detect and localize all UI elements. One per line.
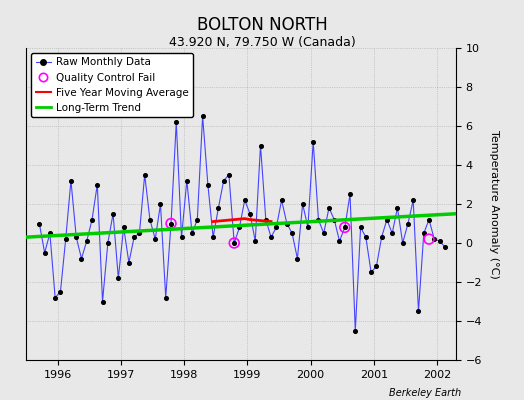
Point bbox=[104, 240, 112, 246]
Point bbox=[393, 205, 401, 211]
Point bbox=[161, 294, 170, 301]
Point bbox=[341, 224, 349, 230]
Point bbox=[230, 240, 238, 246]
Point bbox=[335, 238, 344, 244]
Point bbox=[372, 263, 380, 270]
Point bbox=[256, 142, 265, 149]
Point bbox=[40, 250, 49, 256]
Text: BOLTON NORTH: BOLTON NORTH bbox=[196, 16, 328, 34]
Point bbox=[325, 205, 333, 211]
Point bbox=[351, 328, 359, 334]
Point bbox=[199, 113, 207, 120]
Point bbox=[61, 236, 70, 242]
Point bbox=[114, 275, 123, 281]
Point bbox=[51, 294, 59, 301]
Point bbox=[272, 224, 280, 230]
Point bbox=[398, 240, 407, 246]
Point bbox=[172, 119, 180, 125]
Text: 43.920 N, 79.750 W (Canada): 43.920 N, 79.750 W (Canada) bbox=[169, 36, 355, 49]
Point bbox=[246, 210, 254, 217]
Point bbox=[93, 181, 102, 188]
Point bbox=[88, 216, 96, 223]
Point bbox=[367, 269, 375, 276]
Point bbox=[230, 240, 238, 246]
Point bbox=[151, 236, 159, 242]
Point bbox=[67, 178, 75, 184]
Point bbox=[146, 216, 154, 223]
Point bbox=[135, 230, 144, 236]
Point bbox=[277, 197, 286, 203]
Point bbox=[362, 234, 370, 240]
Point bbox=[293, 255, 302, 262]
Point bbox=[404, 220, 412, 227]
Point bbox=[425, 216, 433, 223]
Point bbox=[56, 288, 64, 295]
Point bbox=[241, 197, 249, 203]
Point bbox=[435, 238, 444, 244]
Point bbox=[346, 191, 354, 198]
Point bbox=[299, 201, 307, 207]
Point bbox=[156, 201, 165, 207]
Point bbox=[83, 238, 91, 244]
Point bbox=[377, 234, 386, 240]
Point bbox=[193, 216, 202, 223]
Point bbox=[409, 197, 418, 203]
Point bbox=[35, 220, 43, 227]
Point bbox=[267, 234, 275, 240]
Point bbox=[220, 178, 228, 184]
Point bbox=[441, 244, 449, 250]
Point bbox=[420, 230, 428, 236]
Point bbox=[99, 298, 107, 305]
Point bbox=[214, 205, 223, 211]
Point bbox=[320, 230, 328, 236]
Legend: Raw Monthly Data, Quality Control Fail, Five Year Moving Average, Long-Term Tren: Raw Monthly Data, Quality Control Fail, … bbox=[31, 53, 193, 117]
Point bbox=[356, 224, 365, 230]
Point bbox=[72, 234, 81, 240]
Point bbox=[204, 181, 212, 188]
Point bbox=[282, 220, 291, 227]
Point bbox=[183, 178, 191, 184]
Point bbox=[383, 216, 391, 223]
Point bbox=[330, 216, 339, 223]
Point bbox=[119, 224, 128, 230]
Y-axis label: Temperature Anomaly (°C): Temperature Anomaly (°C) bbox=[489, 130, 499, 278]
Point bbox=[130, 234, 138, 240]
Point bbox=[304, 224, 312, 230]
Point bbox=[167, 220, 175, 227]
Point bbox=[251, 238, 259, 244]
Point bbox=[46, 230, 54, 236]
Point bbox=[430, 236, 439, 242]
Point bbox=[188, 230, 196, 236]
Point bbox=[288, 230, 296, 236]
Point bbox=[425, 236, 433, 242]
Point bbox=[78, 255, 86, 262]
Point bbox=[388, 230, 396, 236]
Point bbox=[341, 224, 349, 230]
Point bbox=[261, 216, 270, 223]
Point bbox=[109, 210, 117, 217]
Point bbox=[314, 216, 323, 223]
Point bbox=[209, 234, 217, 240]
Point bbox=[414, 308, 423, 314]
Point bbox=[167, 220, 175, 227]
Point bbox=[177, 234, 185, 240]
Point bbox=[125, 259, 133, 266]
Point bbox=[140, 172, 149, 178]
Point bbox=[235, 224, 244, 230]
Point bbox=[225, 172, 233, 178]
Point bbox=[309, 138, 318, 145]
Text: Berkeley Earth: Berkeley Earth bbox=[389, 388, 461, 398]
